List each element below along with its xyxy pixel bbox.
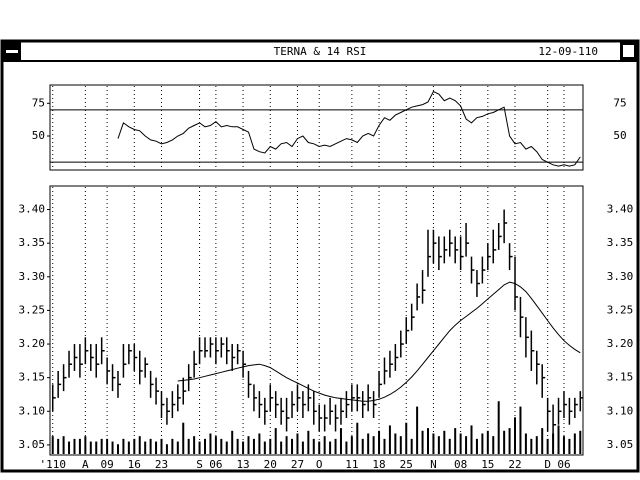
y-tick-label: 3.35 — [19, 236, 46, 249]
x-tick-label: 25 — [400, 458, 413, 471]
y-tick-label-right: 3.20 — [607, 337, 634, 350]
y-tick-label-right: 3.15 — [607, 371, 634, 384]
x-tick-label: 18 — [372, 458, 385, 471]
menu-button-icon — [6, 50, 18, 53]
y-tick-label-right: 3.40 — [607, 203, 634, 216]
y-tick-label-right: 75 — [613, 96, 626, 109]
window-title: TERNA & 14 RSI — [274, 45, 367, 58]
y-tick-label-right: 3.10 — [607, 404, 634, 417]
y-tick-label: 3.10 — [19, 404, 46, 417]
y-tick-label: 3.20 — [19, 337, 46, 350]
x-tick-label: 09 — [100, 458, 113, 471]
x-tick-label: 08 — [454, 458, 467, 471]
y-tick-label: 50 — [32, 129, 45, 142]
y-tick-label: 3.30 — [19, 270, 46, 283]
y-tick-label-right: 3.25 — [607, 303, 634, 316]
x-tick-label: 11 — [345, 458, 358, 471]
x-tick-label: 15 — [481, 458, 494, 471]
x-tick-label: 20 — [264, 458, 277, 471]
y-tick-label: 3.40 — [19, 203, 46, 216]
x-tick-label: 13 — [236, 458, 249, 471]
x-tick-label: 06 — [209, 458, 222, 471]
x-tick-label: 22 — [508, 458, 521, 471]
y-tick-label-right: 50 — [613, 129, 626, 142]
window-frame — [0, 39, 640, 473]
y-tick-label-right: 3.35 — [607, 236, 634, 249]
y-tick-label: 75 — [32, 96, 45, 109]
rsi-panel — [49, 84, 584, 171]
moving-average-line — [177, 281, 581, 402]
y-tick-label-right: 3.30 — [607, 270, 634, 283]
resize-button-icon — [623, 45, 634, 57]
price-panel — [49, 185, 584, 456]
x-tick-label: 27 — [291, 458, 304, 471]
x-tick-label: S — [196, 458, 203, 471]
y-tick-label: 3.25 — [19, 303, 46, 316]
window-date: 12-09-110 — [538, 45, 598, 58]
x-tick-label: O — [316, 458, 323, 471]
x-tick-label: '110 — [39, 458, 66, 471]
x-tick-label: 16 — [128, 458, 141, 471]
x-tick-label: N — [430, 458, 437, 471]
x-tick-label: 23 — [155, 458, 168, 471]
y-tick-label: 3.15 — [19, 371, 46, 384]
y-tick-label: 3.05 — [19, 438, 46, 451]
x-tick-label: A — [82, 458, 89, 471]
x-tick-label: D — [544, 458, 551, 471]
x-tick-label: 06 — [557, 458, 570, 471]
rsi-line — [117, 90, 581, 167]
y-tick-label-right: 3.05 — [607, 438, 634, 451]
